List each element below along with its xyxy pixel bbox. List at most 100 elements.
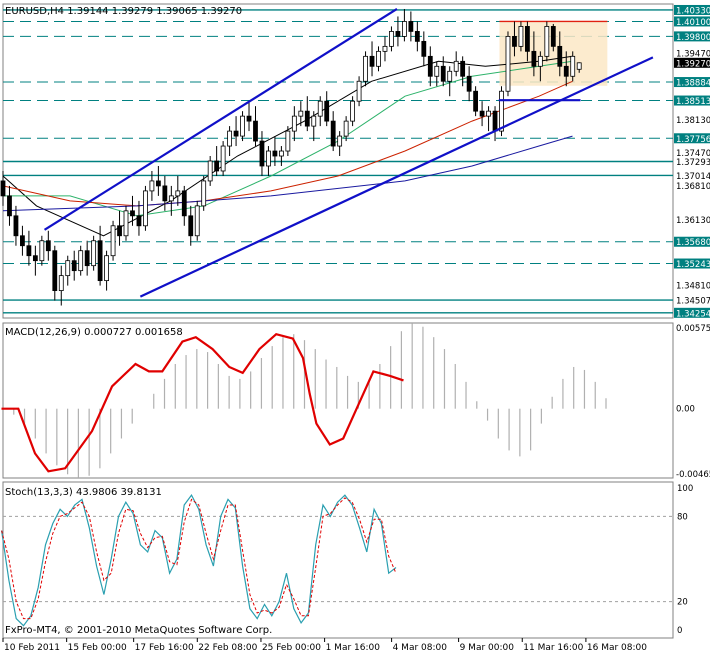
candle-body — [149, 180, 155, 192]
macd-signal-line — [1, 332, 404, 473]
candle-body — [227, 130, 232, 147]
price-label-box — [674, 95, 710, 106]
candle-body — [550, 26, 556, 47]
price-label-box — [674, 236, 710, 247]
candle-body — [39, 240, 45, 262]
x-axis-label: 15 Feb 00:00 — [68, 643, 127, 653]
moving-average-3 — [2, 135, 573, 212]
price-axis-label: 1.36130 — [676, 216, 710, 226]
candle-body — [123, 210, 129, 237]
price-label-box — [674, 31, 710, 42]
candle-body — [136, 215, 142, 227]
candle-body — [207, 160, 213, 182]
macd-axis-label: 0.00575 — [676, 324, 710, 334]
candle-body — [473, 90, 479, 112]
candle-body — [298, 110, 304, 117]
price-pane-title: EURUSD,H4 1.39144 1.39279 1.39065 1.3927… — [5, 6, 242, 17]
candle-body — [389, 31, 394, 47]
candle-body — [369, 55, 375, 67]
candle-body — [492, 110, 498, 132]
price-label-box — [674, 4, 710, 15]
candle-body — [350, 100, 356, 122]
x-axis-label: 9 Mar 00:00 — [460, 643, 515, 653]
candle-body — [304, 110, 310, 127]
candle-body — [479, 110, 485, 117]
price-label-box — [674, 258, 710, 269]
candle-body — [408, 21, 414, 32]
candle-body — [337, 135, 343, 147]
candle-body — [512, 35, 517, 47]
candle-body — [26, 245, 32, 257]
candle-body — [97, 240, 103, 282]
pane-frame-2 — [2, 322, 674, 479]
candle-body — [447, 70, 453, 82]
candle-body — [240, 115, 245, 137]
candle-body — [376, 50, 381, 67]
candle-body — [486, 110, 491, 117]
pane-frame-3 — [2, 481, 674, 639]
candle-body — [563, 65, 569, 77]
candle-body — [421, 40, 427, 57]
moving-average-1 — [3, 60, 573, 217]
x-axis-label: 1 Mar 16:00 — [326, 643, 381, 653]
candle-body — [201, 180, 207, 207]
candle-body — [317, 100, 323, 117]
stoch-axis-label: 0 — [677, 626, 682, 636]
price-axis-label: 1.35243 — [676, 260, 710, 270]
price-label-box — [674, 77, 710, 88]
price-axis-label: 1.38513 — [676, 97, 710, 107]
stoch-main-line — [1, 493, 397, 627]
candle-body — [330, 120, 336, 147]
candle-body — [7, 195, 12, 217]
price-axis-label: 1.40330 — [676, 6, 710, 16]
macd-axis-label: 0.00 — [676, 405, 695, 415]
candle-body — [104, 255, 109, 282]
candle-body — [65, 260, 71, 277]
candle-body — [58, 275, 64, 291]
x-axis-label: 25 Feb 00:00 — [262, 643, 321, 653]
candle-body — [570, 55, 576, 77]
x-axis-label: 22 Feb 08:00 — [198, 643, 257, 653]
price-axis-label: 1.40100 — [676, 18, 710, 28]
candle-body — [576, 62, 582, 70]
candle-body — [181, 190, 187, 217]
price-axis-label: 1.38884 — [676, 79, 710, 89]
candle-body — [382, 45, 388, 52]
price-axis-label: 1.39800 — [676, 33, 710, 43]
candle-body — [84, 250, 90, 267]
candle-body — [45, 240, 51, 252]
candle-body — [52, 250, 58, 291]
candle-body — [499, 90, 504, 132]
candle-body — [395, 31, 401, 37]
candle-body — [272, 150, 278, 157]
candle-body — [557, 45, 563, 67]
chart-panes: 1.34254 1.34507 1.34810 1.35243 1.35680 1.361… — [0, 3, 710, 653]
candle-body — [460, 60, 466, 77]
x-axis-label: 11 Mar 16:00 — [523, 643, 583, 653]
x-axis-label: 4 Mar 08:00 — [393, 643, 448, 653]
candle-body — [343, 120, 349, 137]
candle-body — [188, 215, 194, 237]
macd-pane-title: MACD(12,26,9) 0.000727 0.001658 — [5, 327, 183, 338]
candle-body — [71, 260, 77, 272]
candle-body — [531, 50, 537, 67]
candle-body — [32, 255, 38, 262]
price-axis-label: 1.37756 — [676, 135, 710, 145]
candle-body — [246, 115, 252, 122]
candle-body — [537, 55, 543, 67]
candle-body — [440, 65, 446, 82]
candle-body — [401, 21, 407, 37]
price-axis-label: 1.34810 — [676, 282, 710, 292]
price-axis-label: 1.39470 — [676, 49, 710, 59]
price-axis-label: 1.34254 — [676, 309, 710, 319]
candle-body — [0, 180, 6, 197]
price-axis-label: 1.37470 — [676, 149, 710, 159]
candle-body — [214, 160, 220, 172]
price-axis-label: 1.34507 — [676, 297, 710, 307]
candle-body — [285, 130, 291, 152]
candle-body — [324, 100, 330, 122]
price-axis-label: 1.36810 — [676, 182, 710, 192]
candle-body — [466, 75, 472, 92]
candle-body — [110, 225, 116, 257]
stoch-axis-label: 100 — [677, 484, 693, 494]
